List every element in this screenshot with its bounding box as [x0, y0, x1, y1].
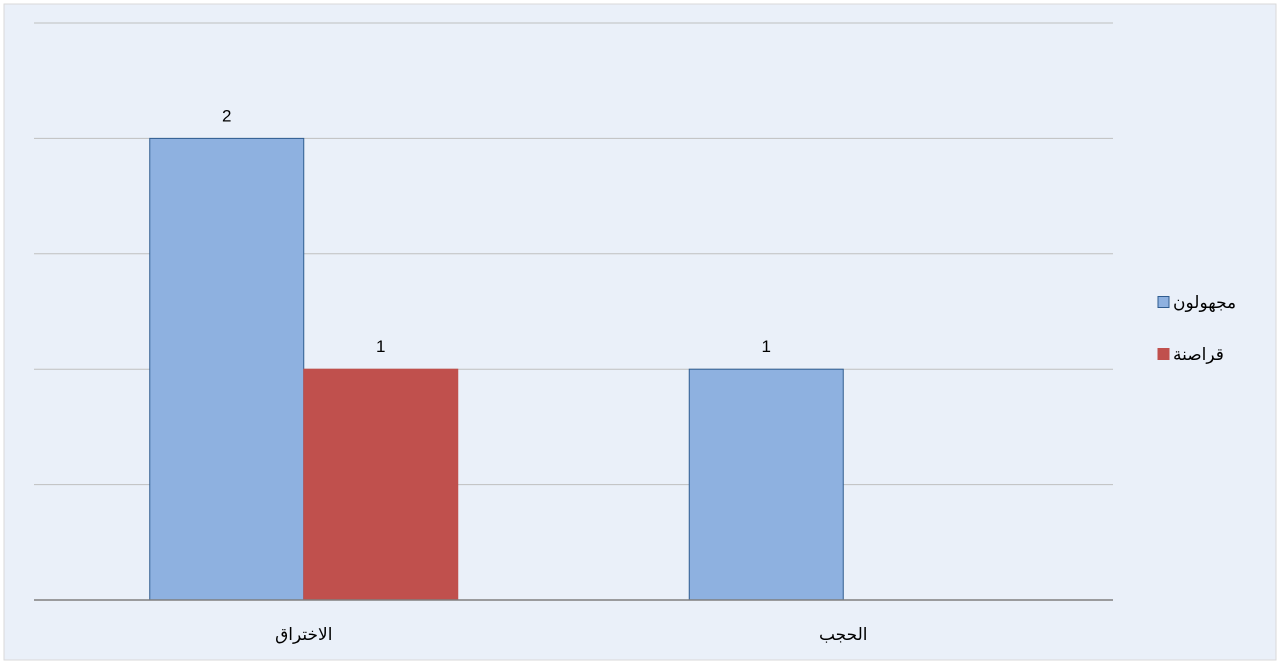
legend: مجهولون قراصنة: [1157, 293, 1236, 364]
legend-label: مجهولون: [1173, 293, 1236, 313]
bar: [149, 137, 305, 601]
bars: [149, 137, 844, 601]
x-tick-label: الحجب: [819, 625, 868, 644]
bar: [688, 368, 844, 601]
legend-label: قراصنة: [1173, 345, 1224, 364]
x-tick-label: الاختراق: [275, 625, 332, 644]
data-label: 1: [376, 337, 385, 356]
x-axis-tick-labels: الاختراق الحجب: [275, 625, 867, 644]
legend-swatch: [1157, 348, 1170, 360]
data-label: 1: [762, 337, 771, 356]
data-labels: 2 1 1: [222, 106, 771, 356]
legend-swatch: [1157, 296, 1170, 308]
bar: [303, 368, 459, 601]
data-label: 2: [222, 106, 231, 125]
